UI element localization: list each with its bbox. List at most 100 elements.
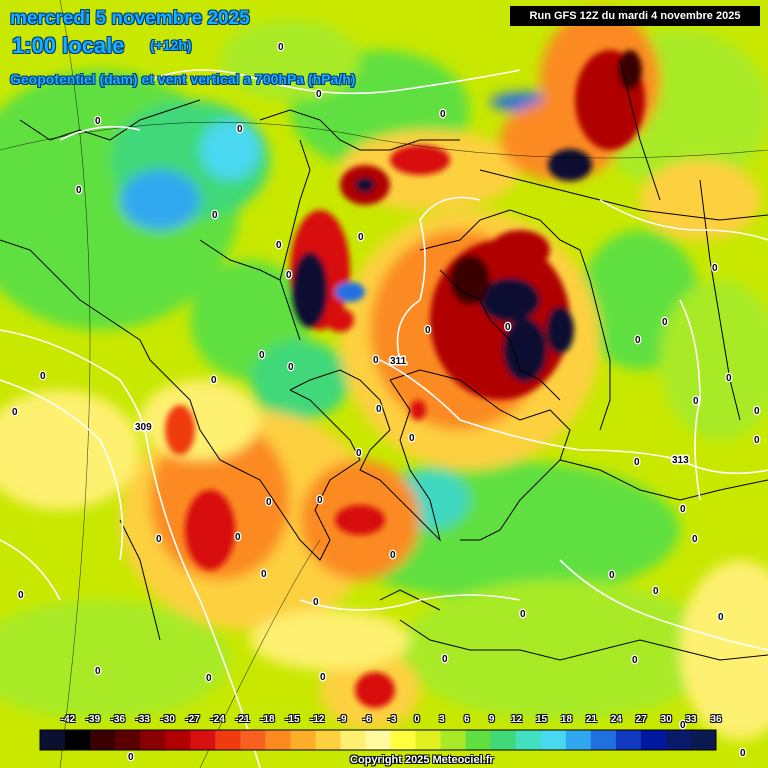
colorscale-bar: [39, 729, 717, 751]
zero-label: 0: [320, 672, 326, 683]
zero-label: 0: [237, 124, 243, 135]
zero-label: 0: [278, 42, 284, 53]
colorscale-tick-label: -6: [362, 714, 372, 725]
zero-label: 0: [754, 406, 760, 417]
zero-label: 0: [317, 495, 323, 506]
zero-label: 0: [18, 590, 24, 601]
zero-label: 0: [425, 325, 431, 336]
colorscale-tick-label: -42: [60, 714, 76, 725]
zero-label: 0: [635, 335, 641, 346]
zero-label: 0: [40, 371, 46, 382]
zero-label: 0: [692, 534, 698, 545]
colorscale-tick-label: 27: [635, 714, 647, 725]
colorscale-tick-label: -33: [135, 714, 150, 725]
forecast-time: 1:00 locale: [12, 33, 125, 58]
zero-label: 0: [316, 89, 322, 100]
zero-label: 0: [680, 720, 686, 731]
zero-value-labels: 0 0 0 0 0 0 0 0 0 0 0 0 0 0 0 0 0 0 0 0 0 0 0 0 0 0 0 0 0 0 0 0 0 0 0 0 0 0 0 0…: [11, 41, 762, 765]
zero-label: 0: [376, 404, 382, 415]
colorscale-tick-label: 36: [710, 714, 722, 725]
colorscale-swatch: [665, 730, 692, 750]
colorscale-swatch: [40, 730, 66, 750]
colorscale-swatch: [440, 730, 467, 750]
colorscale-tick-label: 3: [439, 714, 445, 725]
colorscale-swatch: [190, 730, 216, 750]
forecast-date: mercredi 5 novembre 2025: [10, 8, 250, 29]
colorscale-swatch: [590, 730, 617, 750]
colorscale-swatch: [290, 730, 316, 750]
zero-label: 0: [259, 350, 265, 361]
colorscale-tick-label: 30: [660, 714, 672, 725]
zero-label: 0: [442, 654, 448, 665]
zero-label: 0: [95, 116, 101, 127]
zero-label: 0: [288, 362, 294, 373]
zero-label: 0: [653, 586, 659, 597]
zero-label: 0: [662, 317, 668, 328]
colorscale-tick-label: 12: [511, 714, 523, 725]
colorscale-tick-label: -12: [309, 714, 325, 725]
colorscale-tick-label: -15: [285, 714, 300, 725]
colorscale-tick-label: 9: [488, 714, 495, 725]
colorscale-tick-label: -21: [235, 714, 250, 725]
coastlines: [0, 59, 768, 661]
colorscale-swatch: [315, 730, 341, 750]
zero-label: 0: [520, 609, 526, 620]
colorscale-tick-label: -18: [260, 714, 275, 725]
colorscale-tick-label: 6: [463, 714, 470, 725]
zero-label: 0: [235, 532, 241, 543]
colorscale-swatch: [515, 730, 542, 750]
colorscale-swatch: [65, 730, 91, 750]
colorscale-tick-label: -30: [160, 714, 175, 725]
zero-label: 0: [212, 210, 218, 221]
colorscale-swatch: [265, 730, 291, 750]
forecast-lead-time: (+12h): [150, 37, 192, 53]
colorscale-swatch: [240, 730, 266, 750]
colorscale-tick-label: 24: [610, 714, 622, 725]
isoline-labels: 309 311 313: [134, 355, 691, 468]
colorscale-swatch: [690, 730, 717, 750]
zero-label: 0: [358, 232, 364, 243]
zero-label: 0: [634, 457, 640, 468]
zero-label: 0: [286, 270, 292, 281]
zero-label: 0: [261, 569, 267, 580]
colorscale-tick-label: -3: [387, 714, 397, 725]
zero-label: 0: [128, 752, 134, 763]
colorscale-swatch: [415, 730, 442, 750]
zero-label: 0: [754, 435, 760, 446]
colorscale-swatch: [215, 730, 241, 750]
colorscale-frame: [39, 729, 717, 751]
zero-label: 0: [156, 534, 162, 545]
colorscale-swatch: [465, 730, 492, 750]
colorscale-swatch: [365, 730, 392, 750]
colorscale-swatch: [140, 730, 166, 750]
copyright: Copyright 2025 Meteociel.fr: [350, 754, 494, 766]
colorscale-swatch: [340, 730, 366, 750]
colorscale-tick-label: 0: [414, 714, 420, 725]
colorscale-swatch: [115, 730, 141, 750]
field-description: Geopotentiel (dam) et vent vertical a 70…: [10, 71, 356, 87]
zero-label: 0: [313, 597, 319, 608]
colorscale-swatch: [90, 730, 116, 750]
colorscale-tick-label: -9: [337, 714, 347, 725]
geopotential-isolines: [0, 69, 768, 768]
strong-ascent-cores: [165, 50, 645, 708]
zero-label: 0: [680, 504, 686, 515]
zero-label: 0: [95, 666, 101, 677]
zero-label: 0: [390, 550, 396, 561]
zero-label: 0: [356, 448, 362, 459]
zero-label: 0: [726, 373, 732, 384]
colorscale-swatch: [615, 730, 642, 750]
colorscale-swatch: [540, 730, 567, 750]
colorscale-swatch: [565, 730, 592, 750]
contour-label-309: 309: [135, 422, 152, 433]
colorscale-tick-label: 21: [585, 714, 597, 725]
colorscale-tick-label: 33: [685, 714, 697, 725]
colorscale-swatch: [490, 730, 517, 750]
zero-label: 0: [211, 375, 217, 386]
zero-label: 0: [718, 612, 724, 623]
colorscale-swatch: [165, 730, 191, 750]
zero-label: 0: [440, 109, 446, 120]
zero-label: 0: [632, 655, 638, 666]
colorscale-labels: -42 -39 -36 -33 -30 -27 -24 -21 -18 -15 -12 -9 -6 -3 0…: [40, 714, 722, 728]
